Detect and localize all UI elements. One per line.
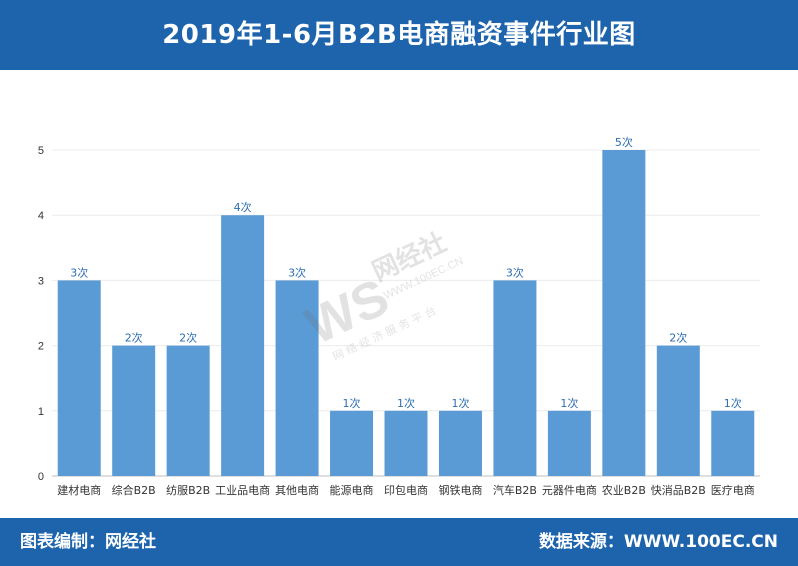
footer-source: 数据来源：WWW.100EC.CN	[538, 532, 778, 552]
x-tick-label: 其他电商	[275, 483, 319, 497]
y-tick-label: 3	[38, 275, 44, 287]
footer-bar: 图表编制：网经社 数据来源：WWW.100EC.CN	[0, 518, 798, 566]
data-label: 2次	[179, 331, 197, 345]
data-label: 3次	[506, 265, 524, 279]
data-label: 2次	[669, 331, 687, 345]
bar	[711, 410, 755, 476]
x-tick-label: 医疗电商	[711, 483, 755, 497]
bar	[221, 215, 265, 476]
y-tick-label: 0	[38, 471, 44, 483]
bar	[547, 410, 591, 476]
data-label: 3次	[70, 265, 88, 279]
bar	[438, 410, 482, 476]
y-tick-label: 5	[38, 145, 44, 157]
y-tick-label: 1	[38, 406, 44, 418]
bar	[112, 345, 156, 476]
bar	[493, 280, 537, 476]
x-tick-label: 能源电商	[330, 483, 374, 497]
x-tick-label: 元器件电商	[542, 483, 597, 497]
x-tick-label: 工业品电商	[215, 483, 270, 497]
x-tick-label: 综合B2B	[112, 483, 156, 497]
y-tick-label: 4	[38, 210, 44, 222]
chart-title: 2019年1-6月B2B电商融资事件行业图	[162, 20, 636, 50]
watermark: WS 网经社 WWW.100EC.CN 网 络 经 济 服 务 平 台	[297, 227, 465, 360]
x-tick-label: 建材电商	[57, 483, 101, 497]
x-tick-label: 钢铁电商	[438, 483, 482, 497]
bar	[57, 280, 101, 476]
bar	[330, 410, 374, 476]
footer-credit: 图表编制：网经社	[20, 532, 156, 552]
bar	[602, 150, 646, 476]
bar	[384, 410, 428, 476]
data-label: 1次	[397, 396, 415, 410]
x-tick-label: 农业B2B	[602, 483, 646, 497]
data-label: 1次	[724, 396, 742, 410]
data-label: 4次	[234, 200, 252, 214]
bar	[166, 345, 210, 476]
y-tick-label: 2	[38, 341, 44, 353]
x-tick-label: 纺服B2B	[166, 483, 210, 497]
data-label: 2次	[125, 331, 143, 345]
data-label: 1次	[560, 396, 578, 410]
x-tick-label: 汽车B2B	[493, 483, 537, 497]
bar	[275, 280, 319, 476]
data-label: 5次	[615, 135, 633, 149]
x-tick-label: 快消品B2B	[651, 483, 706, 497]
x-tick-label: 印包电商	[384, 483, 428, 497]
bar	[656, 345, 700, 476]
header-bar: 2019年1-6月B2B电商融资事件行业图	[0, 0, 798, 70]
data-label: 1次	[343, 396, 361, 410]
data-label: 1次	[451, 396, 469, 410]
data-label: 3次	[288, 265, 306, 279]
